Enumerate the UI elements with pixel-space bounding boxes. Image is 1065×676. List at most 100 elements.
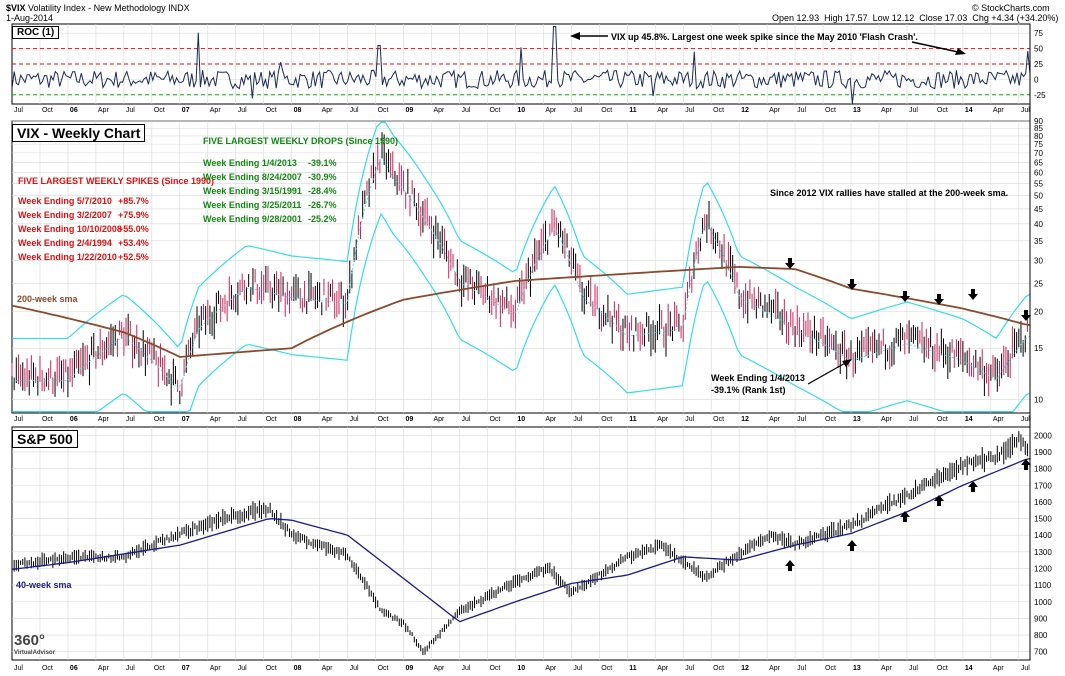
vix-y-tick-label: 30 (1034, 256, 1043, 265)
bollinger-lower (12, 212, 1031, 413)
x-tick-label: Jul (14, 665, 23, 672)
vix-stall-arrow-head (1021, 315, 1031, 321)
vix-y-tick-label: 55 (1034, 179, 1043, 188)
x-tick-label: 07 (182, 416, 190, 423)
x-tick-label: 09 (406, 107, 414, 114)
x-tick-label: Oct (489, 107, 500, 114)
spike-value: +85.7% (118, 196, 149, 206)
roc-y-tick-label: 0 (1034, 75, 1039, 84)
x-tick-label: Oct (937, 107, 948, 114)
drop-item: Week Ending 3/25/2011 -26.7% (203, 200, 337, 210)
x-tick-label: Oct (266, 665, 277, 672)
x-tick-label: Oct (489, 416, 500, 423)
x-tick-label: Jul (126, 665, 135, 672)
x-tick-label: Jul (126, 107, 135, 114)
drop-note-arrow-head (842, 359, 852, 367)
x-tick-label: Oct (42, 107, 53, 114)
sma200-line (11, 265, 1031, 358)
roc-panel-title: ROC (1) (12, 26, 60, 39)
x-tick-label: Jul (14, 416, 23, 423)
x-tick-label: 10 (517, 107, 525, 114)
symbol-description: Volatility Index - New Methodology INDX (28, 3, 190, 13)
x-tick-label: 06 (70, 416, 78, 423)
spx-y-tick-label: 1700 (1034, 481, 1052, 490)
x-tick-label: 08 (294, 416, 302, 423)
vix-y-tick-label: 25 (1034, 279, 1043, 288)
spx-support-arrow (903, 516, 907, 522)
x-tick-label: Jul (685, 107, 694, 114)
x-tick-label: Apr (881, 107, 893, 114)
x-tick-label: Jul (461, 416, 470, 423)
x-tick-label: Oct (378, 416, 389, 423)
roc-line (11, 26, 1031, 104)
x-tick-label: Apr (434, 416, 446, 423)
drop-note-line2: -39.1% (Rank 1st) (711, 385, 786, 395)
spx-support-arrow-head (900, 511, 910, 517)
x-tick-label: Apr (434, 107, 446, 114)
drop-value: -30.9% (308, 172, 337, 182)
x-tick-label: Jul (238, 665, 247, 672)
x-tick-label: Apr (545, 665, 557, 672)
drop-week: Week Ending 1/4/2013 (203, 158, 297, 168)
vix-panel-title: VIX - Weekly Chart (12, 124, 146, 142)
roc-y-tick-label: -25 (1034, 91, 1046, 100)
x-tick-label: 06 (70, 665, 78, 672)
x-tick-label: Oct (266, 107, 277, 114)
x-tick-label: Oct (825, 107, 836, 114)
spx-support-arrow (937, 500, 941, 506)
x-tick-label: Apr (881, 416, 893, 423)
x-tick-label: Oct (601, 107, 612, 114)
x-tick-label: 14 (965, 107, 973, 114)
symbol: $VIX (6, 3, 26, 13)
x-tick-label: Jul (797, 416, 806, 423)
x-tick-label: Oct (378, 665, 389, 672)
roc-y-tick-label: 25 (1034, 60, 1043, 69)
x-tick-label: Apr (657, 665, 669, 672)
x-tick-label: Apr (881, 665, 893, 672)
x-tick-label: Apr (657, 416, 669, 423)
x-tick-label: Oct (601, 416, 612, 423)
x-tick-label: 12 (741, 665, 749, 672)
vix-stall-arrow-head (785, 263, 795, 269)
vix-y-tick-label: 45 (1034, 205, 1043, 214)
spike-week: Week Ending 1/22/2010 (18, 252, 117, 262)
x-tick-label: Jul (797, 107, 806, 114)
x-tick-label: 14 (965, 416, 973, 423)
x-tick-label: Oct (937, 416, 948, 423)
x-tick-label: Jul (1021, 416, 1030, 423)
vix-stall-arrow-head (968, 294, 978, 300)
x-tick-label: Jul (1021, 107, 1030, 114)
spike-value: +55.0% (118, 224, 149, 234)
drop-value: -39.1% (308, 158, 337, 168)
spx-support-arrow (788, 565, 792, 571)
x-tick-label: Apr (993, 416, 1005, 423)
vix-y-tick-label: 75 (1034, 140, 1043, 149)
spike-week: Week Ending 3/2/2007 (18, 210, 112, 220)
vix-y-tick-label: 70 (1034, 149, 1043, 158)
x-tick-label: Oct (825, 665, 836, 672)
stall-annotation: Since 2012 VIX rallies have stalled at t… (770, 188, 1009, 198)
vix-y-tick-label: 65 (1034, 158, 1043, 167)
vix-y-tick-label: 10 (1034, 396, 1043, 405)
x-tick-label: Oct (601, 665, 612, 672)
sma40-label: 40-week sma (16, 580, 72, 590)
spike-value: +75.9% (118, 210, 149, 220)
x-tick-label: Apr (98, 665, 110, 672)
spx-y-tick-label: 700 (1034, 648, 1048, 657)
x-tick-label: Jul (573, 107, 582, 114)
x-tick-label: Jul (685, 665, 694, 672)
spx-y-tick-label: 1000 (1034, 598, 1052, 607)
x-tick-label: Oct (713, 665, 724, 672)
credit: © StockCharts.com (972, 3, 1050, 13)
spx-y-tick-label: 1300 (1034, 548, 1052, 557)
x-tick-label: 14 (965, 665, 973, 672)
spx-support-arrow (971, 486, 975, 492)
x-tick-label: Apr (993, 665, 1005, 672)
x-tick-label: Jul (461, 107, 470, 114)
roc-arrow-right-head (955, 48, 966, 55)
vix-stall-arrow-head (900, 296, 910, 302)
x-tick-label: Jul (238, 416, 247, 423)
spx-y-tick-label: 1800 (1034, 465, 1052, 474)
vix-y-tick-label: 85 (1034, 124, 1043, 133)
